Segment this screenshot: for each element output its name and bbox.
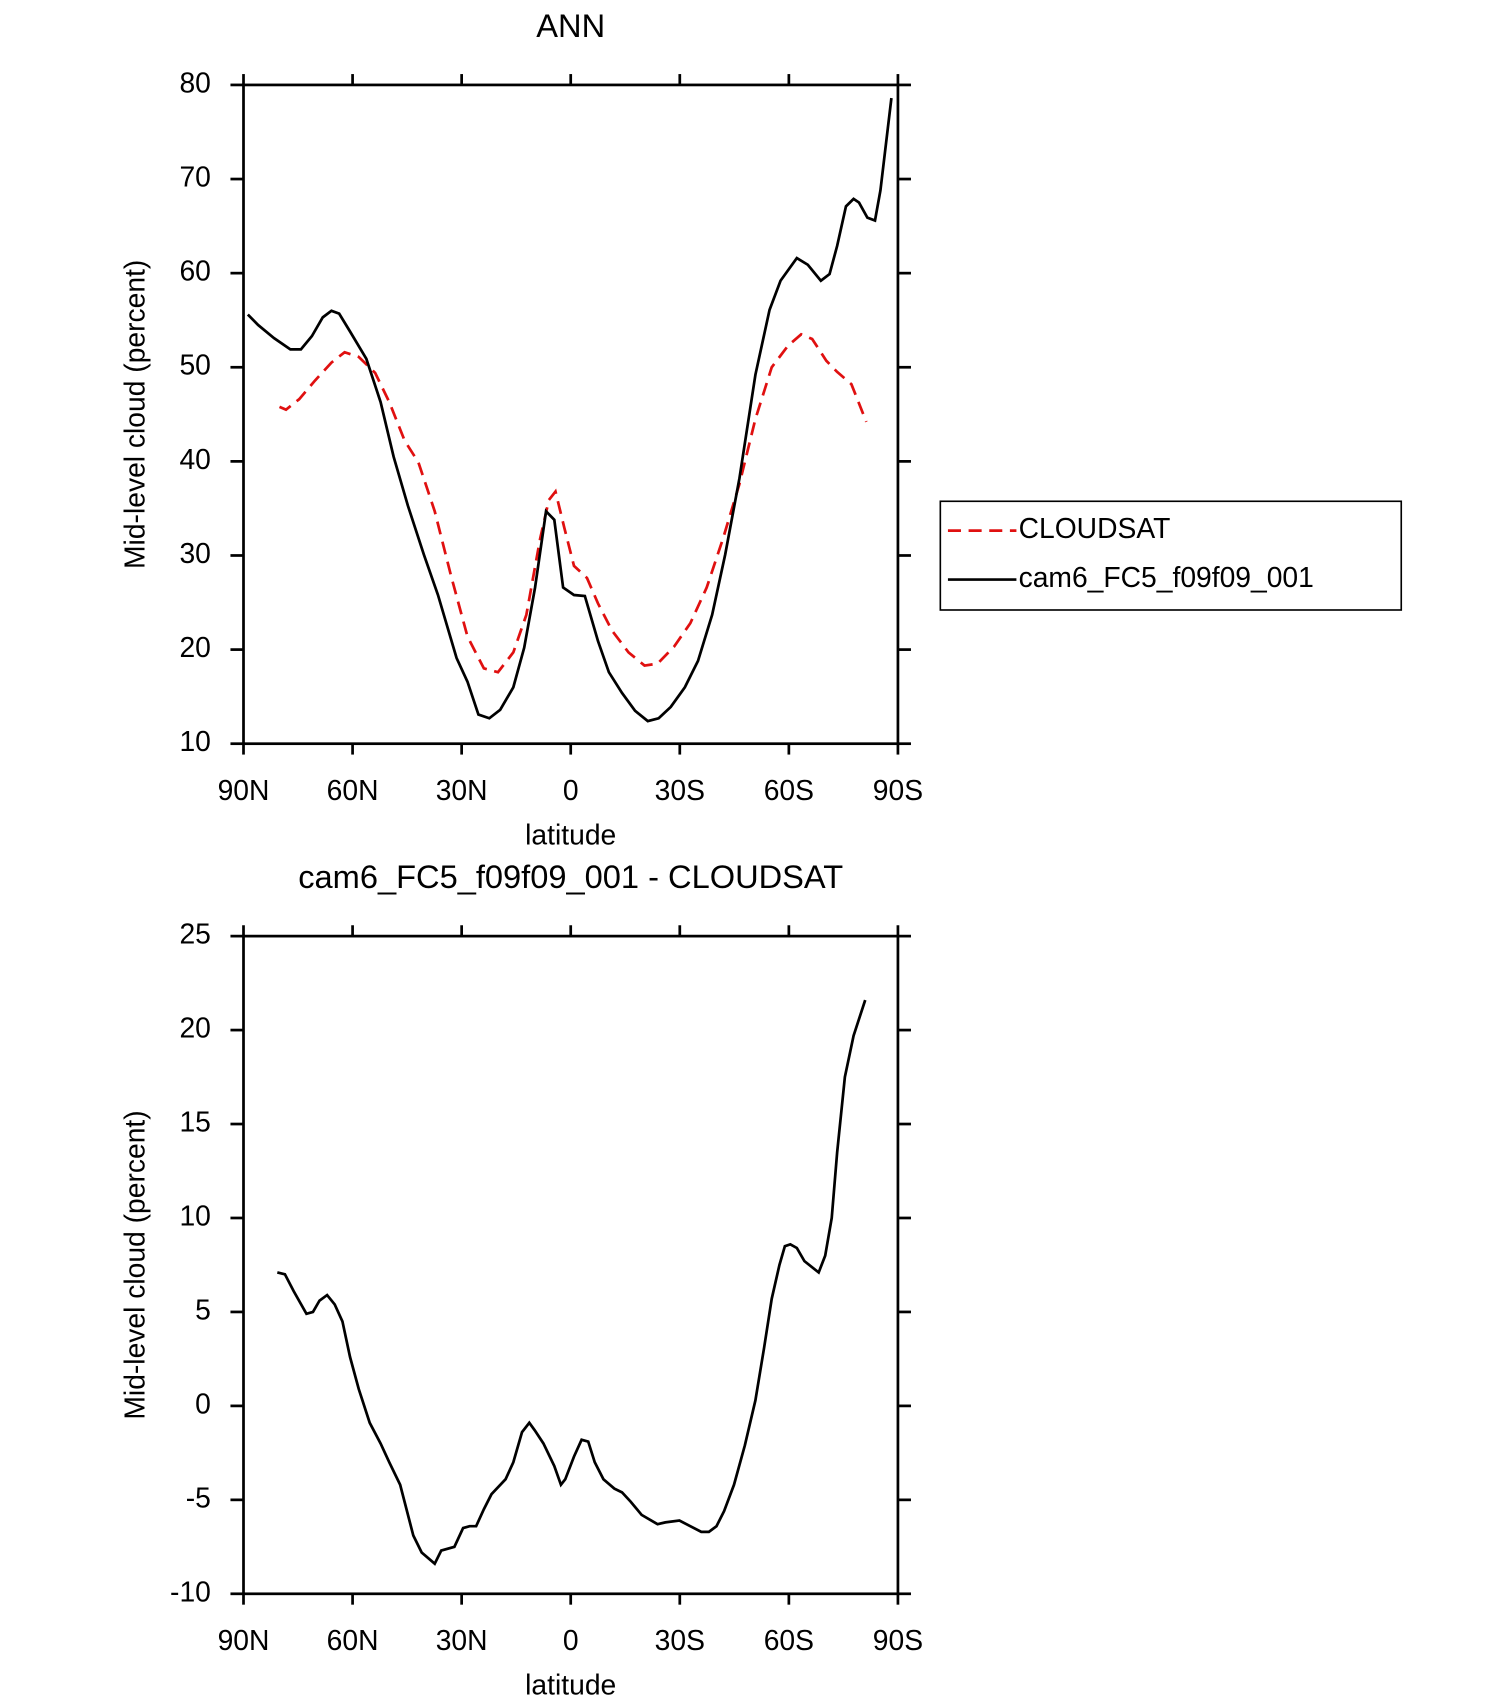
x-tick-label: 30N — [436, 1624, 488, 1656]
data-line — [246, 97, 893, 723]
legend-label: CLOUDSAT — [1019, 512, 1171, 544]
x-tick-label: 0 — [563, 774, 579, 806]
y-tick-label: 40 — [179, 443, 210, 475]
plot-frame — [242, 83, 900, 746]
x-tick-label: 90S — [873, 774, 923, 806]
x-tick-label: 30S — [655, 774, 705, 806]
data-line — [278, 332, 868, 674]
x-tick-label: 60S — [764, 1624, 814, 1656]
y-tick-label: 20 — [179, 1012, 210, 1044]
x-tick-label: 90S — [873, 1624, 923, 1656]
x-tick-label: 0 — [563, 1624, 579, 1656]
x-axis-label: latitude — [525, 1669, 616, 1701]
y-tick-label: 5 — [195, 1293, 211, 1325]
y-tick-label: 10 — [179, 1199, 210, 1231]
x-tick-label: 30N — [436, 774, 488, 806]
y-tick-label: 80 — [179, 66, 210, 98]
y-tick-label: 20 — [179, 631, 210, 663]
x-axis-label: latitude — [525, 819, 616, 851]
y-tick-label: 30 — [179, 537, 210, 569]
y-tick-label: -5 — [186, 1481, 211, 1513]
x-tick-label: 60N — [327, 774, 379, 806]
legend-box — [939, 500, 1403, 611]
y-axis-label: Mid-level cloud (percent) — [118, 1110, 150, 1419]
y-tick-label: 10 — [179, 725, 210, 757]
chart-title: ANN — [536, 7, 605, 44]
x-tick-label: 90N — [218, 1624, 270, 1656]
y-tick-label: 0 — [195, 1387, 211, 1419]
x-tick-label: 90N — [218, 774, 270, 806]
legend-label: cam6_FC5_f09f09_001 — [1019, 561, 1314, 593]
y-tick-label: 60 — [179, 255, 210, 287]
x-tick-label: 60S — [764, 774, 814, 806]
plot-frame — [242, 934, 900, 1596]
x-tick-label: 60N — [327, 1624, 379, 1656]
y-tick-label: 70 — [179, 161, 210, 193]
x-tick-label: 30S — [655, 1624, 705, 1656]
y-tick-label: 15 — [179, 1105, 210, 1137]
y-tick-label: -10 — [170, 1575, 211, 1607]
y-tick-label: 25 — [179, 918, 210, 950]
data-line — [276, 999, 867, 1566]
y-tick-label: 50 — [179, 349, 210, 381]
chart-title: cam6_FC5_f09f09_001 - CLOUDSAT — [298, 858, 843, 895]
y-axis-label: Mid-level cloud (percent) — [118, 260, 150, 569]
